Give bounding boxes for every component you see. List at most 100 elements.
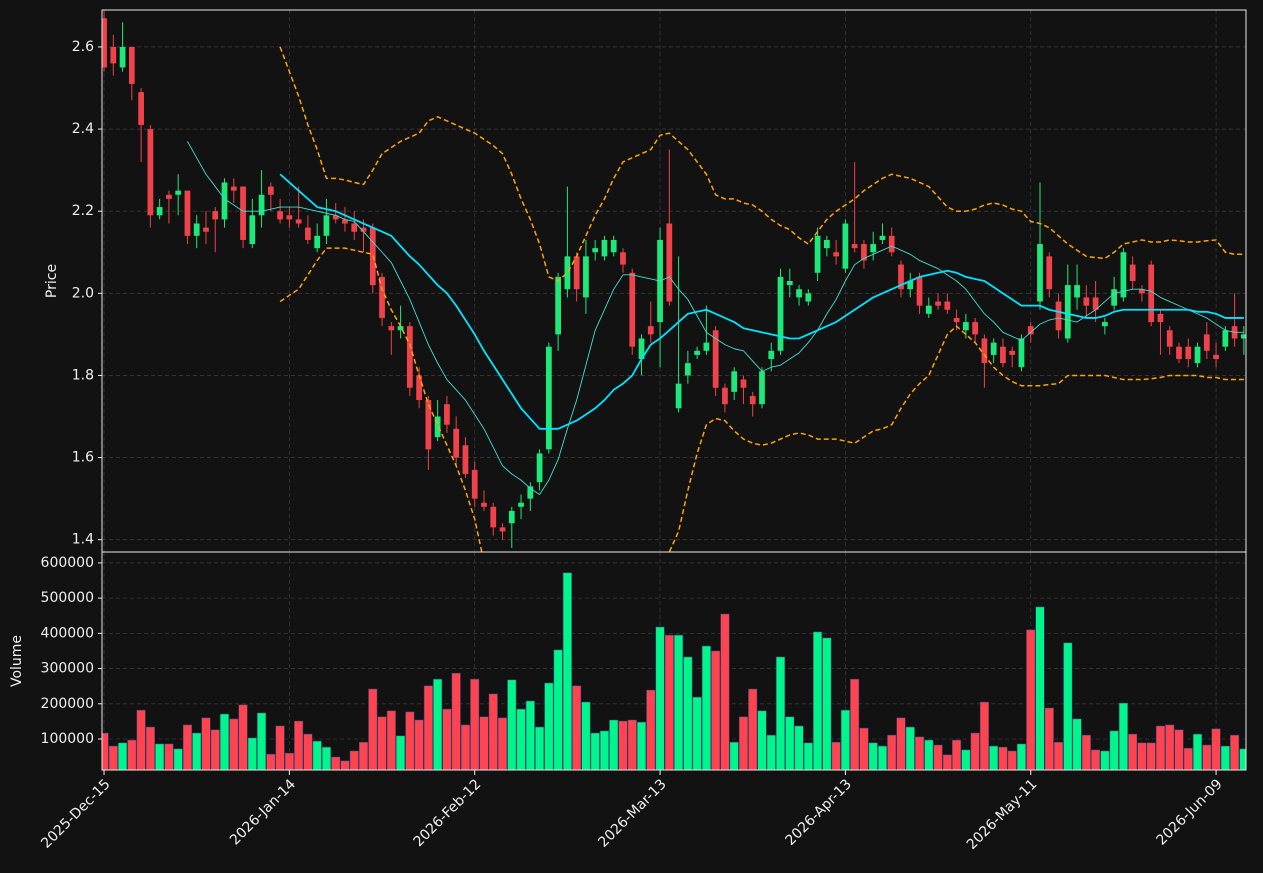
volume-bar	[433, 678, 443, 770]
volume-bar	[877, 745, 887, 770]
volume-bar	[924, 739, 934, 770]
candle-body	[1213, 354, 1219, 360]
volume-bar	[442, 708, 452, 770]
candle-body	[323, 215, 330, 236]
candle-body	[481, 502, 487, 507]
volume-bar	[581, 701, 591, 770]
candle-body	[499, 527, 506, 532]
candle-body	[342, 219, 348, 224]
candle-body	[527, 486, 534, 499]
volume-bar	[1137, 742, 1147, 770]
candle-body	[360, 227, 367, 232]
volume-bar	[627, 719, 637, 770]
volume-bar	[1026, 629, 1036, 770]
volume-bar	[321, 746, 331, 770]
volume-bar	[599, 730, 609, 770]
volume-bar	[683, 656, 693, 770]
candle-body	[1064, 285, 1071, 339]
volume-bar	[738, 716, 748, 770]
y-tick-label: 2.2	[72, 203, 94, 219]
candle-body	[230, 186, 237, 191]
candle-body	[1203, 334, 1210, 351]
volume-bar	[664, 634, 674, 770]
volume-bar	[868, 742, 878, 770]
volume-bar	[340, 760, 350, 770]
volume-bar	[701, 645, 711, 770]
volume-bar	[1072, 718, 1082, 770]
y-tick-label: 1.4	[72, 532, 94, 548]
candle-body	[102, 18, 107, 68]
candle-body	[823, 239, 830, 249]
volume-bar	[692, 696, 702, 770]
volume-bar	[637, 721, 647, 770]
y-tick-label: 2.6	[72, 39, 94, 55]
candle-body	[962, 322, 969, 331]
volume-bar	[1035, 606, 1045, 770]
candle-body	[925, 305, 932, 314]
candle-body	[610, 239, 617, 253]
volume-bar	[831, 741, 841, 770]
volume-bar	[646, 689, 656, 770]
volume-bar	[358, 741, 369, 770]
candle-body	[564, 256, 571, 290]
volume-bar	[757, 710, 767, 770]
y-tick-label: 2.0	[72, 285, 94, 301]
volume-bar	[1081, 734, 1091, 770]
candle-body	[629, 272, 636, 347]
candle-body	[759, 371, 765, 405]
y-tick-label: 1.8	[72, 367, 94, 383]
candle-body	[221, 182, 228, 220]
candle-body	[972, 322, 979, 335]
candle-body	[462, 445, 469, 474]
volume-bar	[386, 710, 396, 770]
volume-bar	[127, 739, 137, 770]
candle-body	[295, 219, 302, 224]
volume-bar	[1174, 729, 1184, 770]
candle-body	[870, 244, 877, 253]
volume-bar	[840, 709, 850, 770]
candle-body	[490, 506, 497, 528]
candle-body	[471, 469, 478, 499]
volume-bar	[952, 739, 962, 770]
candle-body	[166, 194, 172, 199]
volume-bar	[1165, 724, 1175, 770]
volume-bar	[368, 688, 378, 770]
volume-bar	[377, 716, 387, 770]
volume-bar	[785, 716, 795, 770]
volume-bar	[451, 672, 461, 770]
candle-body	[703, 342, 710, 351]
volume-bar	[535, 726, 545, 770]
volume-bar	[1007, 750, 1017, 770]
candle-body	[694, 350, 700, 355]
candle-body	[1166, 330, 1173, 347]
volume-bar	[284, 752, 294, 770]
volume-bar	[562, 572, 572, 770]
candle-body	[638, 338, 645, 360]
volume-bar	[1211, 728, 1221, 770]
volume-bar	[423, 685, 433, 770]
volume-bar	[544, 682, 554, 770]
volume-bar	[405, 711, 415, 770]
candle-body	[1037, 244, 1043, 302]
candle-body	[193, 223, 200, 236]
volume-bar	[516, 708, 526, 770]
volume-bar	[312, 740, 322, 770]
candle-body	[879, 235, 886, 240]
volume-bar	[1183, 747, 1193, 770]
candle-body	[583, 256, 589, 298]
candle-body	[267, 186, 274, 195]
volume-bar	[257, 712, 267, 770]
candle-body	[1027, 326, 1034, 335]
candle-body	[1194, 346, 1201, 364]
volume-bar	[479, 716, 489, 770]
candle-body	[842, 223, 849, 269]
volume-bar	[979, 701, 989, 770]
volume-bar	[238, 704, 248, 770]
candle-body	[314, 235, 321, 249]
volume-bar	[998, 746, 1008, 770]
volume-bar	[164, 743, 174, 770]
candle-body	[128, 46, 135, 84]
volume-bar	[414, 719, 424, 770]
volume-bar	[210, 729, 220, 770]
